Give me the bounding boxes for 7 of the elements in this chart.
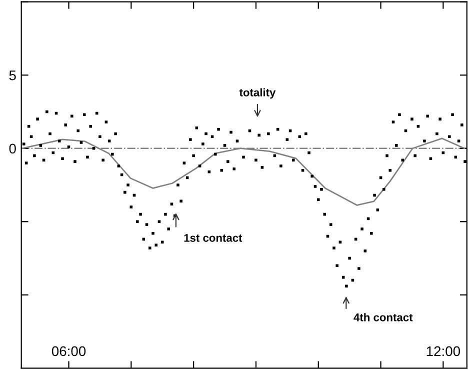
annotation: totality [239,88,276,99]
y-tick-label: 5 [9,70,16,80]
annotation: 4th contact [354,313,413,322]
y-tick-label: 0 [9,144,16,154]
x-tick-label: 06:00 [52,346,86,356]
annotation: 1st contact [184,234,242,242]
x-tick-label: 12:00 [426,346,460,356]
